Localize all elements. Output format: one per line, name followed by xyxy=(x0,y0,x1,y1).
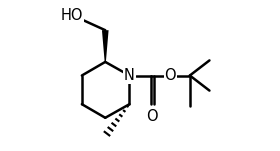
Text: N: N xyxy=(124,68,135,83)
Text: O: O xyxy=(164,68,176,83)
Text: HO: HO xyxy=(61,8,83,23)
Text: O: O xyxy=(146,109,158,124)
Polygon shape xyxy=(102,30,109,62)
